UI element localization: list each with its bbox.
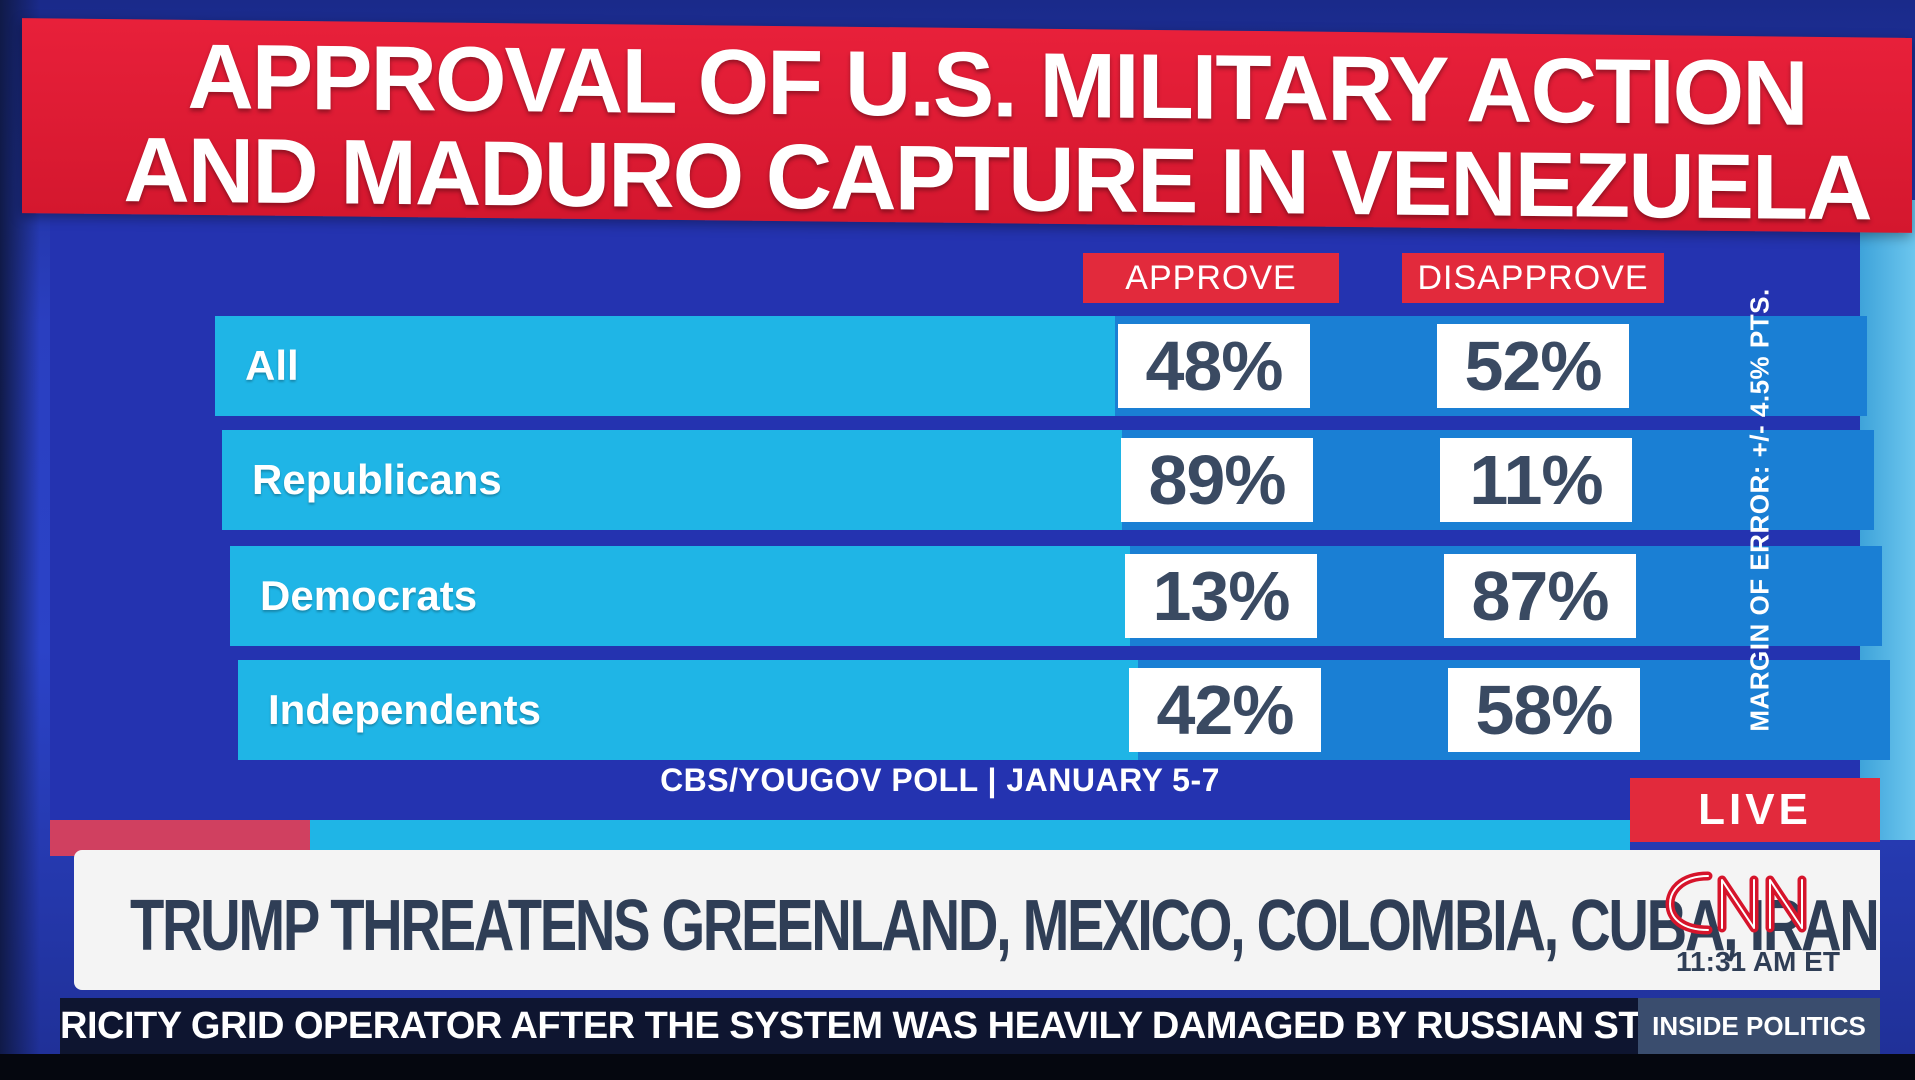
ticker-text: RICITY GRID OPERATOR AFTER THE SYSTEM WA… bbox=[60, 1005, 1638, 1047]
disapprove-value: 58% bbox=[1448, 668, 1640, 752]
title-line-2: AND MADURO CAPTURE IN VENEZUELA bbox=[123, 119, 1871, 240]
approve-value: 42% bbox=[1129, 668, 1321, 752]
poll-source: CBS/YOUGOV POLL | JANUARY 5-7 bbox=[660, 762, 1220, 798]
row-bar bbox=[230, 546, 1130, 646]
clock-time: 11:31 AM ET bbox=[1676, 946, 1840, 977]
lower-third-bar bbox=[74, 850, 1880, 990]
approve-value: 48% bbox=[1118, 324, 1310, 408]
column-header-disapprove: DISAPPROVE bbox=[1402, 253, 1664, 303]
row-bar bbox=[238, 660, 1138, 760]
column-header-approve: APPROVE bbox=[1083, 253, 1339, 303]
cnn-logo-icon bbox=[1665, 871, 1807, 935]
margin-of-error-text: MARGIN OF ERROR: +/- 4.5% PTS. bbox=[1744, 288, 1775, 732]
graphic-title: APPROVAL OF U.S. MILITARY ACTION AND MAD… bbox=[82, 26, 1912, 240]
headline: TRUMP THREATENS GREENLAND, MEXICO, COLOM… bbox=[130, 886, 1880, 966]
approve-value: 13% bbox=[1125, 554, 1317, 638]
screen-bezel-bottom bbox=[0, 1054, 1915, 1080]
approve-value: 89% bbox=[1121, 438, 1313, 522]
row-label: All U.S. adults bbox=[245, 342, 369, 589]
disapprove-value: 87% bbox=[1444, 554, 1636, 638]
disapprove-value: 52% bbox=[1437, 324, 1629, 408]
title-banner: APPROVAL OF U.S. MILITARY ACTION AND MAD… bbox=[22, 18, 1912, 240]
news-ticker: RICITY GRID OPERATOR AFTER THE SYSTEM WA… bbox=[60, 998, 1638, 1054]
live-badge: LIVE bbox=[1630, 778, 1880, 842]
row-bar bbox=[215, 316, 1115, 416]
row-label: Independents bbox=[268, 686, 542, 733]
row-label: Democrats bbox=[260, 572, 478, 619]
disapprove-value: 11% bbox=[1440, 438, 1632, 522]
row-label: Republicans bbox=[252, 456, 502, 503]
row-bar bbox=[222, 430, 1122, 530]
margin-of-error: MARGIN OF ERROR: +/- 4.5% PTS. bbox=[1740, 270, 1780, 750]
show-name-badge: INSIDE POLITICS bbox=[1638, 998, 1880, 1054]
